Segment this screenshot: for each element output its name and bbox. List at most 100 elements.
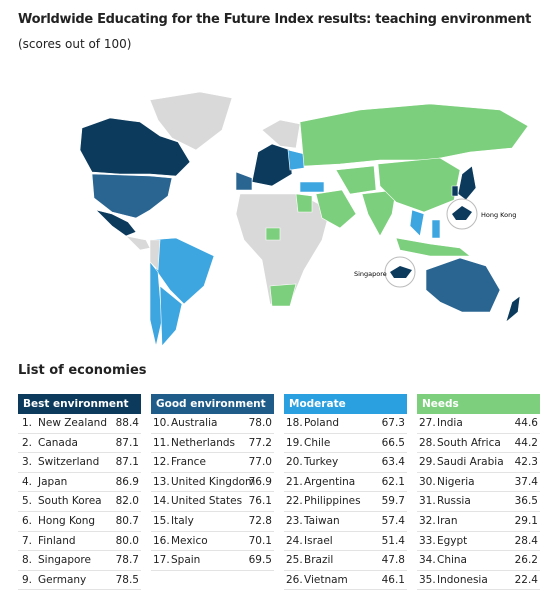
economy-name: Nigeria bbox=[437, 475, 475, 488]
economy-name: Philippines bbox=[304, 495, 361, 508]
score: 44.6 bbox=[514, 417, 538, 429]
rank: 8. bbox=[22, 554, 33, 567]
score: 88.4 bbox=[115, 417, 139, 429]
rank: 16. bbox=[153, 534, 170, 547]
economy-name: Japan bbox=[38, 475, 68, 488]
economy-name: Poland bbox=[304, 417, 340, 429]
score: 69.5 bbox=[248, 554, 272, 567]
economy-row: 22. Philippines 59.7 bbox=[284, 492, 407, 512]
economy-row: 12. France 77.0 bbox=[151, 453, 274, 473]
score: 77.0 bbox=[248, 456, 272, 469]
canada bbox=[79, 117, 191, 177]
column-heading: Good environment bbox=[151, 394, 274, 414]
economy-name: Turkey bbox=[304, 456, 339, 469]
score: 59.7 bbox=[381, 495, 405, 508]
rank: 18. bbox=[286, 417, 303, 429]
japan bbox=[457, 165, 477, 201]
rank: 17. bbox=[153, 554, 170, 567]
rank: 20. bbox=[286, 456, 303, 469]
subtitle: (scores out of 100) bbox=[18, 37, 132, 51]
economy-name: South Africa bbox=[437, 436, 501, 449]
rank: 10. bbox=[153, 417, 170, 429]
economy-row: 11. Netherlands 77.2 bbox=[151, 434, 274, 454]
economy-row: 34. China 26.2 bbox=[417, 551, 540, 571]
economy-row: 14. United States 76.1 bbox=[151, 492, 274, 512]
rank: 28. bbox=[419, 436, 436, 449]
economy-row: 32. Iran 29.1 bbox=[417, 512, 540, 532]
economy-row: 2. Canada 87.1 bbox=[18, 434, 141, 454]
economy-row: 18. Poland 67.3 bbox=[284, 414, 407, 434]
indonesia bbox=[395, 237, 471, 257]
economy-row: 33. Egypt 28.4 bbox=[417, 532, 540, 552]
economy-row: 30. Nigeria 37.4 bbox=[417, 473, 540, 493]
rank: 3. bbox=[22, 456, 33, 469]
rank: 23. bbox=[286, 514, 303, 527]
score: 70.1 bbox=[248, 534, 272, 547]
score: 22.4 bbox=[514, 573, 538, 586]
economy-name: United States bbox=[171, 495, 243, 508]
economy-row: 29. Saudi Arabia 42.3 bbox=[417, 453, 540, 473]
economy-name: Mexico bbox=[171, 534, 208, 547]
score: 37.4 bbox=[514, 475, 538, 488]
iberia bbox=[235, 171, 253, 191]
rank: 21. bbox=[286, 475, 303, 488]
score: 28.4 bbox=[514, 534, 538, 547]
south-africa bbox=[269, 283, 297, 307]
economy-row: 16. Mexico 70.1 bbox=[151, 532, 274, 552]
scandinavia bbox=[261, 119, 301, 149]
score: 77.2 bbox=[248, 436, 272, 449]
economy-name: Hong Kong bbox=[38, 514, 96, 527]
usa bbox=[91, 173, 173, 219]
score: 51.4 bbox=[381, 534, 405, 547]
score: 46.1 bbox=[381, 573, 405, 586]
score: 36.5 bbox=[514, 495, 538, 508]
score: 57.4 bbox=[381, 514, 405, 527]
south-korea bbox=[451, 185, 459, 197]
rank: 30. bbox=[419, 475, 436, 488]
iran-central-asia bbox=[335, 165, 377, 195]
score: 42.3 bbox=[514, 456, 538, 469]
rank: 12. bbox=[153, 456, 170, 469]
score: 63.4 bbox=[381, 456, 405, 469]
singapore-shape bbox=[390, 266, 412, 278]
economy-name: Finland bbox=[38, 534, 76, 547]
rank: 32. bbox=[419, 514, 436, 527]
economy-name: South Korea bbox=[38, 495, 102, 508]
list-title: List of economies bbox=[18, 363, 147, 378]
economy-column: Good environment 10. Australia 78.0 11. Nethe… bbox=[151, 394, 274, 571]
economy-row: 19. Chile 66.5 bbox=[284, 434, 407, 454]
economy-row: 13. United Kingdom 76.9 bbox=[151, 473, 274, 493]
economy-name: India bbox=[437, 417, 463, 429]
title: Worldwide Educating for the Future Index… bbox=[18, 12, 532, 27]
economy-name: Brazil bbox=[304, 554, 334, 567]
economy-row: 21. Argentina 62.1 bbox=[284, 473, 407, 493]
rank: 4. bbox=[22, 475, 33, 488]
rank: 27. bbox=[419, 417, 436, 429]
column-heading: Needs improvement bbox=[417, 394, 540, 430]
australia bbox=[425, 257, 501, 313]
score: 78.7 bbox=[115, 554, 139, 567]
economy-name: Vietnam bbox=[304, 573, 348, 586]
world-map: Hong Kong Singapore bbox=[79, 91, 529, 347]
economy-name: Iran bbox=[437, 514, 458, 527]
rank: 11. bbox=[153, 436, 170, 449]
poland bbox=[287, 149, 305, 171]
economy-row: 4. Japan 86.9 bbox=[18, 473, 141, 493]
economy-name: Egypt bbox=[437, 534, 468, 547]
rank: 29. bbox=[419, 456, 436, 469]
economy-name: Israel bbox=[304, 534, 333, 547]
economy-row: 8. Singapore 78.7 bbox=[18, 551, 141, 571]
argentina bbox=[159, 285, 183, 347]
score: 66.5 bbox=[381, 436, 405, 449]
economy-name: Germany bbox=[38, 573, 87, 586]
economy-row: 31. Russia 36.5 bbox=[417, 492, 540, 512]
philippines bbox=[431, 219, 441, 239]
rank: 19. bbox=[286, 436, 303, 449]
economy-name: Chile bbox=[304, 436, 331, 449]
score: 80.0 bbox=[115, 534, 139, 547]
inset-label: Singapore bbox=[354, 270, 387, 278]
economy-name: United Kingdom bbox=[171, 475, 256, 488]
economy-name: Indonesia bbox=[437, 573, 488, 586]
economy-row: 6. Hong Kong 80.7 bbox=[18, 512, 141, 532]
